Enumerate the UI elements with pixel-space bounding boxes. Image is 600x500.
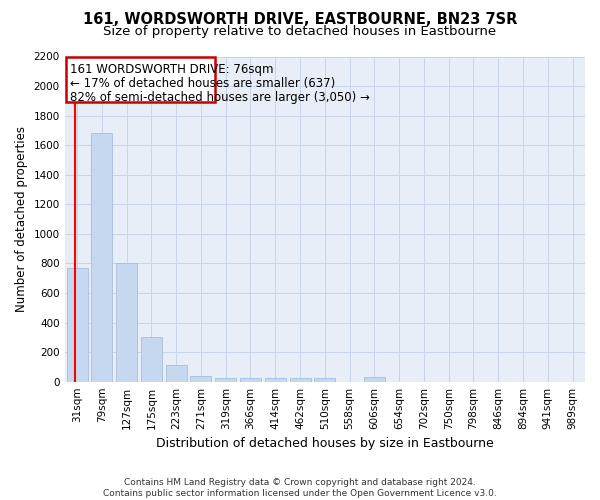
Bar — [215, 378, 236, 382]
Y-axis label: Number of detached properties: Number of detached properties — [15, 126, 28, 312]
Text: ← 17% of detached houses are smaller (637): ← 17% of detached houses are smaller (63… — [70, 77, 335, 90]
Bar — [314, 378, 335, 382]
Bar — [364, 377, 385, 382]
Bar — [141, 338, 162, 382]
Bar — [240, 378, 261, 382]
Bar — [166, 364, 187, 382]
X-axis label: Distribution of detached houses by size in Eastbourne: Distribution of detached houses by size … — [156, 437, 494, 450]
Text: 82% of semi-detached houses are larger (3,050) →: 82% of semi-detached houses are larger (… — [70, 91, 370, 104]
Text: 161, WORDSWORTH DRIVE, EASTBOURNE, BN23 7SR: 161, WORDSWORTH DRIVE, EASTBOURNE, BN23 … — [83, 12, 517, 28]
Text: 161 WORDSWORTH DRIVE: 76sqm: 161 WORDSWORTH DRIVE: 76sqm — [70, 63, 274, 76]
Bar — [116, 264, 137, 382]
Bar — [91, 134, 112, 382]
Bar — [190, 376, 211, 382]
Bar — [67, 268, 88, 382]
Text: Size of property relative to detached houses in Eastbourne: Size of property relative to detached ho… — [103, 25, 497, 38]
FancyBboxPatch shape — [67, 56, 215, 102]
Bar — [290, 378, 311, 382]
Text: Contains HM Land Registry data © Crown copyright and database right 2024.
Contai: Contains HM Land Registry data © Crown c… — [103, 478, 497, 498]
Bar — [265, 378, 286, 382]
